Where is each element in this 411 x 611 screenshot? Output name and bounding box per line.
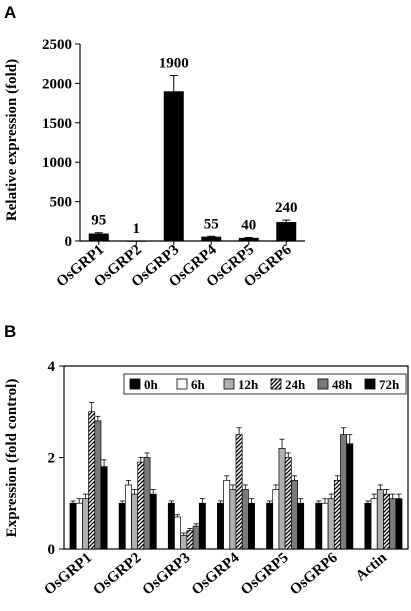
panel-b-bar-48h xyxy=(192,525,200,550)
panel-b-bar-12h xyxy=(376,489,384,550)
panel-b-bar-0h xyxy=(69,502,77,550)
panel-a-bar xyxy=(276,222,297,241)
panel-b-bar-12h xyxy=(82,498,89,550)
panel-b-bar-12h xyxy=(180,534,188,550)
panel-a-bar xyxy=(238,237,259,241)
panel-b-legend xyxy=(123,373,407,395)
panel-b-category-label: Actin xyxy=(353,549,391,584)
panel-b-bar-0h xyxy=(266,502,274,550)
panel-b-label: B xyxy=(4,322,16,341)
panel-b-legend-label-48h: 48h xyxy=(332,377,353,392)
panel-b-bar-24h xyxy=(186,530,194,550)
panel-b-y-tick-label: 0 xyxy=(48,542,56,558)
panel-b-bar-24h xyxy=(235,434,243,550)
panel-b-bar-6h xyxy=(174,516,182,550)
panel-a-y-tick-label: 1500 xyxy=(42,116,72,132)
panel-b-bar-24h xyxy=(284,457,292,550)
panel-b-category-label: OsGRP2 xyxy=(91,550,145,599)
panel-b-bar-24h xyxy=(137,461,145,550)
panel-b-bar-12h xyxy=(229,489,237,550)
panel-b-bar-24h xyxy=(88,411,96,550)
panel-b-bar-48h xyxy=(143,457,151,550)
panel-b-category-label: OsGRP3 xyxy=(140,550,194,599)
panel-b-bar-48h xyxy=(389,498,397,550)
panel-b-bar-6h xyxy=(75,502,83,550)
panel-b-bar-6h xyxy=(124,484,132,550)
panel-b-y-tick-label: 2 xyxy=(48,451,56,467)
panel-b-bar-6h xyxy=(370,498,378,550)
panel-a-y-axis-title: Relative expression (fold) xyxy=(4,59,20,221)
panel-a-y-tick-label: 1000 xyxy=(42,155,72,171)
panel-b-bar-12h xyxy=(131,493,139,550)
panel-b-bar-6h xyxy=(272,489,280,550)
panel-a-data-label: 240 xyxy=(275,200,298,216)
panel-b-chart: B Expression (fold control) 024OsGRP1OsG… xyxy=(4,322,409,599)
panel-b-category-label: OsGRP4 xyxy=(189,549,243,598)
panel-a-y-tick-label: 2500 xyxy=(42,37,72,53)
panel-b-legend-label-6h: 6h xyxy=(191,377,206,392)
panel-a-data-label: 40 xyxy=(241,218,256,234)
panel-b-legend-label-12h: 12h xyxy=(238,377,259,392)
panel-b-bar-72h xyxy=(149,493,157,550)
panel-a-bar xyxy=(163,91,184,241)
panel-a-label: A xyxy=(4,3,16,22)
panel-b-bar-24h xyxy=(333,480,341,550)
panel-b-legend-label-72h: 72h xyxy=(379,377,400,392)
panel-b-bar-12h xyxy=(278,448,286,550)
panel-b-bar-0h xyxy=(118,502,126,550)
panel-a-y-tick-label: 500 xyxy=(50,195,73,211)
panel-a-chart: A Relative expression (fold) 0 500 1000 150… xyxy=(4,3,305,290)
panel-b-bar-6h xyxy=(223,480,231,550)
panel-b-bar-72h xyxy=(395,498,403,550)
panel-b-bar-0h xyxy=(364,502,372,550)
panel-b-bar-48h xyxy=(241,489,249,550)
panel-b-bar-6h xyxy=(321,502,329,550)
panel-a-data-label: 1900 xyxy=(159,56,189,72)
panel-b-category-label: OsGRP5 xyxy=(238,550,292,599)
panel-a-data-label: 95 xyxy=(91,213,106,229)
panel-a-data-label: 55 xyxy=(204,216,219,232)
panel-b-bar-12h xyxy=(327,498,335,550)
panel-b-legend-swatch-12h xyxy=(223,378,235,390)
panel-b-legend-swatch-72h xyxy=(364,378,376,390)
panel-b-legend-swatch-0h xyxy=(129,378,141,390)
panel-b-bar-72h xyxy=(297,502,305,550)
panel-b-legend-swatch-6h xyxy=(176,378,188,390)
panel-b-y-tick-label: 4 xyxy=(48,359,56,375)
panel-b-bar-72h xyxy=(248,502,255,550)
panel-b-legend-swatch-48h xyxy=(317,378,329,390)
panel-b-bar-72h xyxy=(100,466,108,550)
panel-b-bar-24h xyxy=(383,493,390,550)
panel-b-bar-72h xyxy=(198,502,206,550)
panel-b-bar-48h xyxy=(290,480,298,550)
panel-b-bar-72h xyxy=(346,443,354,550)
panel-b-bar-48h xyxy=(94,420,102,550)
panel-a-data-label: 1 xyxy=(133,221,141,237)
panel-b-legend-label-0h: 0h xyxy=(144,377,159,392)
panel-a-y-tick-label: 0 xyxy=(65,234,73,250)
panel-b-y-axis-title: Expression (fold control) xyxy=(4,379,20,538)
panel-a-bar xyxy=(201,236,222,241)
panel-b-legend-label-24h: 24h xyxy=(285,377,306,392)
panel-a-y-tick-label: 2000 xyxy=(42,76,72,92)
panel-b-bar-0h xyxy=(217,502,224,550)
panel-a-bar xyxy=(88,233,109,241)
panel-b-bar-48h xyxy=(340,434,348,550)
panel-b-category-label: OsGRP6 xyxy=(287,549,341,598)
panel-b-legend-swatch-24h xyxy=(270,378,282,390)
panel-b-bar-0h xyxy=(167,502,175,550)
panel-b-bar-0h xyxy=(315,502,323,550)
